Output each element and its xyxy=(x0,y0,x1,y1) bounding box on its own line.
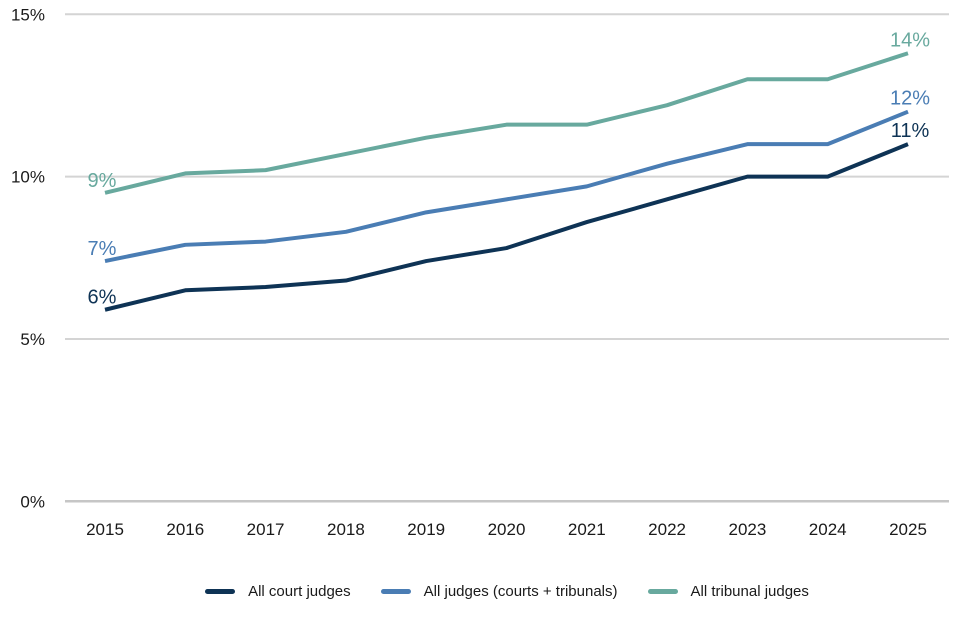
data-point-label: 9% xyxy=(88,170,117,192)
legend-label-all-court-judges: All court judges xyxy=(248,583,351,600)
x-axis-year-label: 2018 xyxy=(327,520,365,539)
x-axis-year-label: 2019 xyxy=(407,520,445,539)
legend-item-all-judges: All judges (courts + tribunals) xyxy=(380,583,618,600)
legend: All court judges All judges (courts + tr… xyxy=(65,583,949,600)
y-axis-tick-label: 0% xyxy=(20,492,45,511)
legend-label-all-judges: All judges (courts + tribunals) xyxy=(423,583,618,600)
data-point-label: 11% xyxy=(891,120,930,142)
x-axis-year-label: 2015 xyxy=(86,520,124,539)
legend-swatch-all-judges xyxy=(380,589,411,594)
x-axis-year-label: 2021 xyxy=(568,520,606,539)
legend-swatch-all-court-judges xyxy=(205,589,236,594)
x-axis-year-label: 2025 xyxy=(889,520,927,539)
x-axis-year-label: 2022 xyxy=(648,520,686,539)
line-all-court-judges xyxy=(104,142,909,312)
legend-item-all-court-judges: All court judges xyxy=(205,583,351,600)
legend-swatch-all-tribunal-judges xyxy=(647,589,678,594)
x-axis-year-label: 2023 xyxy=(728,520,766,539)
x-axis-year-label: 2020 xyxy=(488,520,526,539)
plot-area: 0% 5% 10% 15% 2015 2016 2017 2018 2019 2020 2021 20… xyxy=(11,5,949,539)
data-point-label: 6% xyxy=(88,287,117,309)
line-all-judges-courts-tribunals xyxy=(104,109,909,264)
x-axis-year-label: 2024 xyxy=(809,520,847,539)
x-axis-year-label: 2016 xyxy=(166,520,204,539)
y-axis-tick-label: 5% xyxy=(20,330,45,349)
legend-item-all-tribunal-judges: All tribunal judges xyxy=(647,583,809,600)
data-point-label: 12% xyxy=(890,88,930,110)
y-axis-tick-label: 10% xyxy=(11,168,45,187)
legend-label-all-tribunal-judges: All tribunal judges xyxy=(690,583,809,600)
data-point-label: 7% xyxy=(88,238,117,260)
data-point-label: 14% xyxy=(890,29,930,51)
x-axis-year-label: 2017 xyxy=(247,520,285,539)
y-axis-tick-label: 15% xyxy=(11,5,45,24)
line-all-tribunal-judges xyxy=(104,51,909,195)
